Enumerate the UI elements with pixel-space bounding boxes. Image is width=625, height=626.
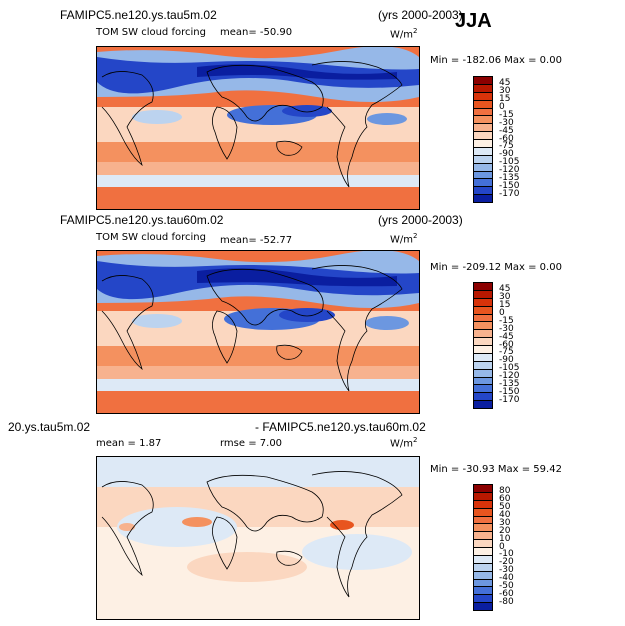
colorbar-label: -90 <box>499 149 514 160</box>
colorbar-label: -75 <box>499 347 514 358</box>
panel3-rmse: rmse = 7.00 <box>220 438 283 449</box>
colorbar-label: -170 <box>499 188 520 199</box>
panel2-colorbar: 45 30 15 0 -15 -30 -45 -60 -75 -90 -105 -120 -135 -15… <box>473 282 533 409</box>
panel3-title2: - FAMIPC5.ne120.ys.tau60m.02 <box>255 420 426 434</box>
panel2-units: W/m2 <box>390 232 418 246</box>
colorbar-label: -120 <box>499 371 520 381</box>
panel2-map <box>96 250 420 414</box>
colorbar-label: -150 <box>499 180 520 191</box>
panel2-variable: TOM SW cloud forcing <box>96 232 206 243</box>
colorbar-label: 0 <box>499 308 505 318</box>
colorbar-label: -45 <box>499 125 514 136</box>
colorbar-label: -150 <box>499 386 520 397</box>
colorbar-label: -30 <box>499 117 514 128</box>
season-label: JJA <box>455 10 492 32</box>
colorbar-swatch <box>473 194 493 203</box>
panel3-colorbar: 80 60 50 40 30 20 10 0 -10 -20 -30 -40 -50 -60 -80 <box>473 484 533 611</box>
colorbar-swatch <box>473 602 493 611</box>
panel3-units: W/m2 <box>390 436 418 450</box>
colorbar-label: -30 <box>499 323 514 334</box>
colorbar-label: -120 <box>499 165 520 175</box>
colorbar-label: -135 <box>499 172 520 183</box>
colorbar-label: -45 <box>499 331 514 342</box>
colorbar-label: -60 <box>499 339 514 350</box>
colorbar-swatch <box>473 400 493 409</box>
panel2-minmax: Min = -209.12 Max = 0.00 <box>430 262 562 273</box>
panel1-colorbar: 45 30 15 0 -15 -30 -45 -60 -75 -90 -105 -120 -135 -15… <box>473 76 533 203</box>
colorbar-label: 80 <box>499 486 511 497</box>
colorbar-label: -80 <box>499 596 514 607</box>
colorbar-label: 45 <box>499 78 511 89</box>
panel2-years: (yrs 2000-2003) <box>378 213 463 227</box>
colorbar-label: 20 <box>499 525 511 536</box>
colorbar-label: -170 <box>499 394 520 405</box>
colorbar-label: 0 <box>499 102 505 112</box>
panel3-map <box>96 456 420 620</box>
panel1-years: (yrs 2000-2003) <box>378 8 463 22</box>
colorbar-label: 50 <box>499 502 511 513</box>
colorbar-label: 0 <box>499 541 505 552</box>
colorbar-label: -135 <box>499 378 520 389</box>
colorbar-label: 10 <box>499 533 511 544</box>
panel1-map <box>96 46 420 210</box>
panel1-title: FAMIPC5.ne120.ys.tau5m.02 <box>60 8 217 22</box>
colorbar-label: 30 <box>499 517 511 528</box>
panel2-title: FAMIPC5.ne120.ys.tau60m.02 <box>60 213 224 227</box>
colorbar-label: -105 <box>499 363 520 374</box>
colorbar-label: -10 <box>499 549 514 560</box>
colorbar-label: -105 <box>499 157 520 168</box>
colorbar-label: 60 <box>499 494 511 505</box>
panel1-variable: TOM SW cloud forcing <box>96 27 206 38</box>
panel3-minmax: Min = -30.93 Max = 59.42 <box>430 464 562 475</box>
panel3-title: 20.ys.tau5m.02 <box>8 420 91 434</box>
panel1-units: W/m2 <box>390 27 418 41</box>
colorbar-label: 15 <box>499 94 511 105</box>
colorbar-label: -90 <box>499 355 514 366</box>
colorbar-label: -50 <box>499 580 514 591</box>
colorbar-label: 30 <box>499 292 511 303</box>
colorbar-label: 30 <box>499 86 511 97</box>
colorbar-label: -75 <box>499 141 514 152</box>
colorbar-label: -60 <box>499 588 514 599</box>
colorbar-label: 40 <box>499 510 511 520</box>
panel3-mean: mean = 1.87 <box>96 438 162 449</box>
colorbar-label: 15 <box>499 300 511 311</box>
colorbar-label: -20 <box>499 557 514 568</box>
colorbar-label: -15 <box>499 315 514 326</box>
colorbar-label: -60 <box>499 133 514 144</box>
colorbar-label: -15 <box>499 109 514 120</box>
colorbar-label: -30 <box>499 565 514 576</box>
colorbar-label: -40 <box>499 573 514 583</box>
panel1-mean: mean= -50.90 <box>220 27 293 38</box>
colorbar-label: 45 <box>499 284 511 295</box>
panel1-minmax: Min = -182.06 Max = 0.00 <box>430 55 562 66</box>
panel2-mean: mean= -52.77 <box>220 235 293 246</box>
